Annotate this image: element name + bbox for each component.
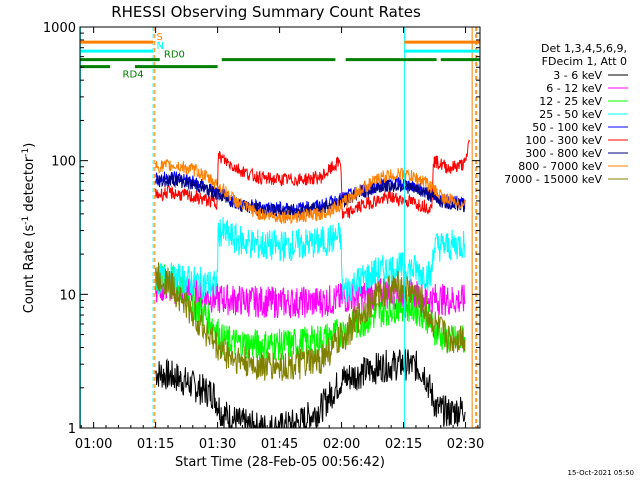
legend-label-12-25-kev: 12 - 25 keV — [539, 95, 602, 108]
series-line-3-6-kev — [155, 348, 466, 428]
x-tick-label-02-15: 02:15 — [385, 437, 422, 452]
x-tick-label-02-00: 02:00 — [323, 437, 360, 452]
flag-label-n: N — [156, 41, 163, 52]
flag-label-rd0: RD0 — [164, 50, 185, 61]
chart-title: RHESSI Observing Summary Count Rates — [111, 3, 421, 21]
legend-header-line-2: FDecim 1, Att 0 — [542, 55, 627, 68]
flag-label-rd4: RD4 — [123, 70, 144, 81]
legend-label-3-6-kev: 3 - 6 keV — [553, 69, 602, 82]
legend-label-50-100-kev: 50 - 100 keV — [532, 121, 602, 134]
legend-label-25-50-kev: 25 - 50 keV — [539, 108, 602, 121]
y-axis: 1 10 100 1000 — [43, 21, 480, 437]
legend-label-6-12-kev: 6 - 12 keV — [546, 82, 602, 95]
series-line-12-25-kev — [155, 264, 466, 361]
x-tick-label-01-15: 01:15 — [137, 437, 174, 452]
series-line-6-12-kev — [155, 271, 466, 319]
x-axis-label: Start Time (28-Feb-05 00:56:42) — [175, 455, 385, 470]
footer-timestamp: 15-Oct-2021 05:50 — [568, 469, 634, 477]
y-axis-label: Count Rate (s-1 detector-1) — [21, 143, 37, 314]
y-tick-label-10: 10 — [59, 288, 76, 303]
y-tick-label-1: 1 — [68, 422, 76, 437]
legend-label-800-7000-kev: 800 - 7000 keV — [518, 160, 602, 173]
legend-label-100-300-kev: 100 - 300 keV — [525, 134, 602, 147]
plot-area — [80, 27, 480, 428]
legend-header-line-1: Det 1,3,4,5,6,9, — [541, 42, 627, 55]
x-axis: 01:00 01:15 01:30 01:45 02:00 02:15 02:30 — [75, 27, 484, 452]
legend-label-300-800-kev: 300 - 800 keV — [525, 147, 602, 160]
x-tick-label-01-00: 01:00 — [75, 437, 112, 452]
x-tick-label-02-30: 02:30 — [447, 437, 484, 452]
legend-label-7000-15000-kev: 7000 - 15000 keV — [504, 173, 602, 186]
x-tick-label-01-30: 01:30 — [199, 437, 236, 452]
x-tick-label-01-45: 01:45 — [261, 437, 298, 452]
y-tick-label-100: 100 — [51, 155, 76, 170]
series-line-7000-15000-kev — [155, 262, 466, 381]
series-line-25-50-kev — [155, 216, 466, 303]
series-line-300-800-kev — [155, 174, 466, 220]
flag-label-s: S — [156, 32, 162, 43]
series-line-100-300-kev — [155, 139, 470, 219]
series-line-800-7000-kev — [155, 158, 466, 225]
y-tick-label-1000: 1000 — [43, 21, 76, 36]
legend: Det 1,3,4,5,6,9, FDecim 1, Att 0 3 - 6 k… — [504, 42, 628, 186]
